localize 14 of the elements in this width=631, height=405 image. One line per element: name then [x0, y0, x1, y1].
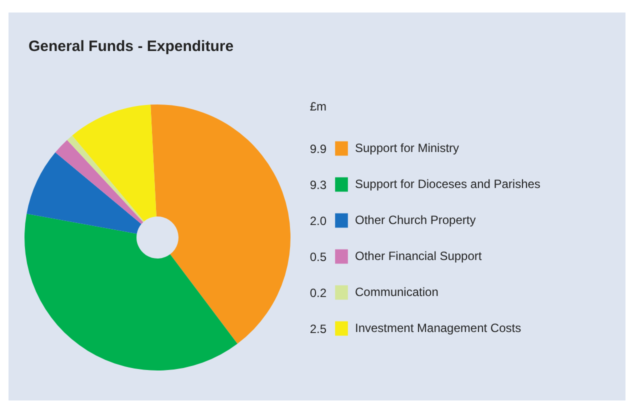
legend-label: Other Church Property [355, 212, 476, 229]
data-label: 9.9 [310, 142, 327, 156]
data-label: 2.0 [310, 214, 327, 228]
data-label: 2.5 [310, 322, 327, 336]
legend-label: Support for Ministry [355, 140, 460, 157]
chart-title: General Funds - Expenditure [28, 38, 234, 55]
data-label: 0.5 [310, 250, 327, 264]
legend-title: £m [310, 100, 327, 114]
legend-label: Communication [355, 284, 438, 301]
data-label: 0.2 [310, 286, 327, 300]
data-label: 9.3 [310, 178, 327, 192]
legend-label: Investment Management Costs [355, 320, 522, 337]
legend-label: Other Financial Support [355, 248, 482, 265]
legend-label: Support for Dioceses and Parishes [355, 176, 540, 193]
